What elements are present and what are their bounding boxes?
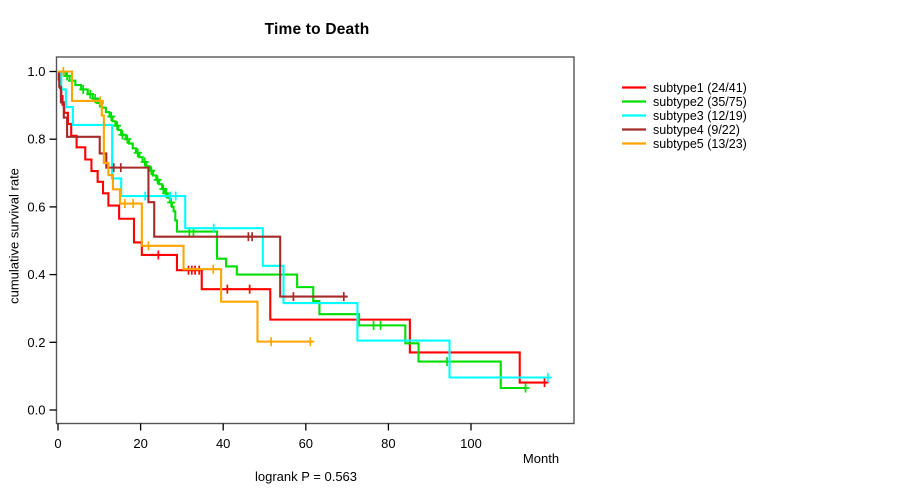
y-tick-label-0.8: 0.8 bbox=[27, 132, 45, 147]
km-curve-subtype2 bbox=[58, 70, 528, 390]
x-axis-title: Month bbox=[522, 451, 560, 466]
x-tick-label-100: 100 bbox=[460, 436, 482, 451]
legend-label-subtype5: subtype5 (13/23) bbox=[653, 137, 747, 151]
km-curve-subtype4 bbox=[58, 70, 348, 298]
legend-label-subtype1: subtype1 (24/41) bbox=[653, 81, 747, 95]
plot-box bbox=[55, 56, 575, 425]
chart-title: Time to Death bbox=[264, 21, 370, 38]
y-tick-label-0.6: 0.6 bbox=[27, 199, 45, 214]
x-tick-label-80: 80 bbox=[381, 436, 395, 451]
legend-label-subtype4: subtype4 (9/22) bbox=[653, 123, 740, 137]
y-tick-label-0.0: 0.0 bbox=[27, 403, 45, 418]
km-curve-subtype1 bbox=[57, 70, 547, 384]
x-tick-label-20: 20 bbox=[133, 436, 147, 451]
y-tick-label-1.0: 1.0 bbox=[27, 64, 45, 79]
km-curve-subtype5 bbox=[58, 70, 313, 343]
x-tick-label-0: 0 bbox=[54, 436, 61, 451]
km-curve-subtype3 bbox=[58, 70, 552, 379]
logrank-p-annotation: logrank P = 0.563 bbox=[254, 469, 358, 484]
y-tick-label-0.2: 0.2 bbox=[27, 335, 45, 350]
legend-label-subtype3: subtype3 (12/19) bbox=[653, 109, 747, 123]
x-tick-label-40: 40 bbox=[216, 436, 230, 451]
y-tick-label-0.4: 0.4 bbox=[27, 267, 45, 282]
legend-label-subtype2: subtype2 (35/75) bbox=[653, 95, 747, 109]
x-tick-label-60: 60 bbox=[299, 436, 313, 451]
